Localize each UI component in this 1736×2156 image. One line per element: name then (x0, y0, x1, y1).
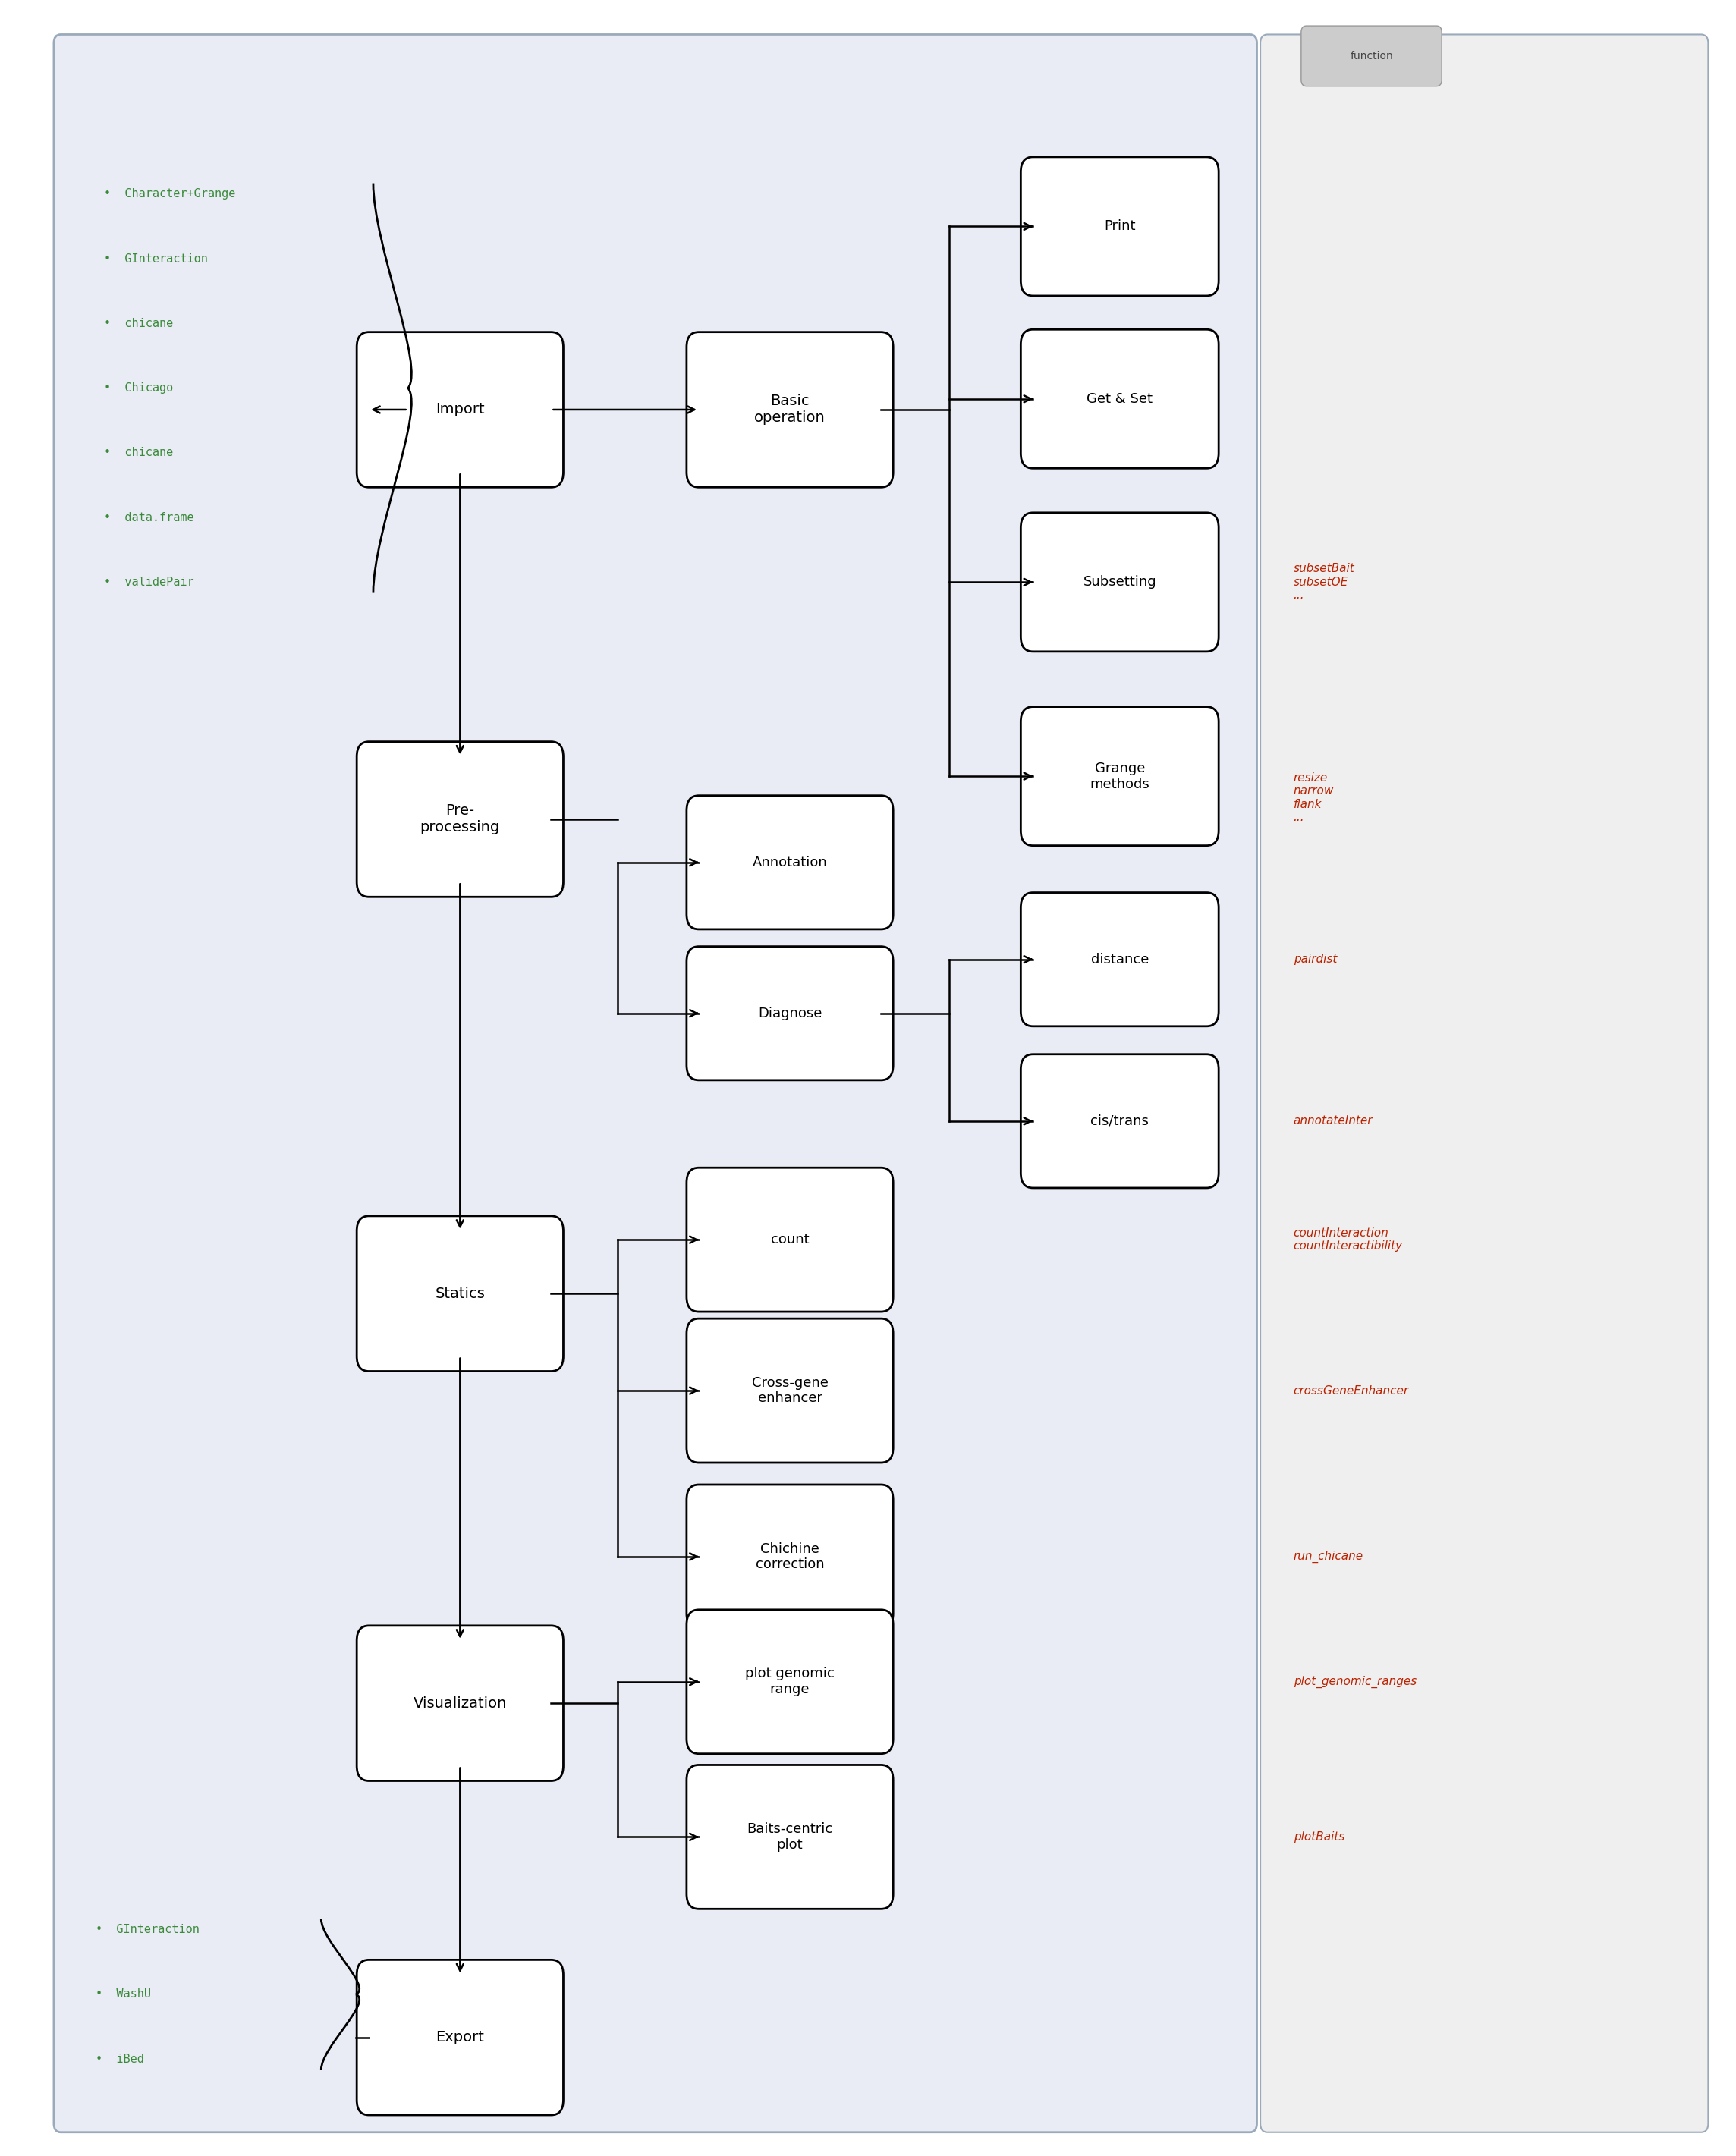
Text: Chichine
correction: Chichine correction (755, 1542, 825, 1572)
FancyBboxPatch shape (687, 1611, 894, 1753)
Text: count: count (771, 1233, 809, 1246)
FancyBboxPatch shape (687, 946, 894, 1080)
Text: plot genomic
range: plot genomic range (745, 1667, 835, 1697)
Text: •  GInteraction: • GInteraction (104, 252, 208, 265)
Text: Visualization: Visualization (413, 1697, 507, 1710)
Text: Cross-gene
enhancer: Cross-gene enhancer (752, 1376, 828, 1406)
FancyBboxPatch shape (687, 1485, 894, 1628)
Text: Grange
methods: Grange methods (1090, 761, 1149, 791)
Text: Pre-
processing: Pre- processing (420, 804, 500, 834)
Text: Diagnose: Diagnose (759, 1007, 821, 1020)
Text: function: function (1351, 52, 1392, 60)
Text: •  data.frame: • data.frame (104, 511, 194, 524)
Text: crossGeneEnhancer: crossGeneEnhancer (1293, 1384, 1408, 1397)
Text: resize
narrow
flank
...: resize narrow flank ... (1293, 772, 1333, 824)
FancyBboxPatch shape (358, 1960, 562, 2115)
Text: Basic
operation: Basic operation (755, 395, 825, 425)
Text: plot_genomic_ranges: plot_genomic_ranges (1293, 1675, 1417, 1688)
FancyBboxPatch shape (358, 1626, 562, 1781)
Text: annotateInter: annotateInter (1293, 1115, 1373, 1128)
Text: countInteraction
countInteractibility: countInteraction countInteractibility (1293, 1227, 1403, 1253)
Text: Get & Set: Get & Set (1087, 392, 1153, 405)
Text: distance: distance (1090, 953, 1149, 966)
Text: run_chicane: run_chicane (1293, 1550, 1363, 1563)
FancyBboxPatch shape (687, 1169, 894, 1311)
FancyBboxPatch shape (1021, 513, 1219, 651)
Text: •  Chicago: • Chicago (104, 382, 174, 395)
Text: Baits-centric
plot: Baits-centric plot (746, 1822, 833, 1852)
Text: pairdist: pairdist (1293, 953, 1337, 966)
FancyBboxPatch shape (687, 332, 894, 487)
FancyBboxPatch shape (687, 1766, 894, 1908)
Text: Annotation: Annotation (752, 856, 828, 869)
Text: Export: Export (436, 2031, 484, 2044)
FancyBboxPatch shape (1021, 1054, 1219, 1188)
Text: •  validePair: • validePair (104, 576, 194, 589)
FancyBboxPatch shape (1021, 330, 1219, 468)
Text: •  chicane: • chicane (104, 446, 174, 459)
FancyBboxPatch shape (54, 34, 1257, 2132)
FancyBboxPatch shape (1021, 893, 1219, 1026)
FancyBboxPatch shape (1021, 707, 1219, 845)
FancyBboxPatch shape (687, 1319, 894, 1462)
FancyBboxPatch shape (358, 1216, 562, 1371)
FancyBboxPatch shape (358, 332, 562, 487)
Text: Subsetting: Subsetting (1083, 576, 1156, 589)
Text: Print: Print (1104, 220, 1135, 233)
Text: Import: Import (436, 403, 484, 416)
Text: •  iBed: • iBed (95, 2053, 144, 2065)
Text: •  chicane: • chicane (104, 317, 174, 330)
FancyBboxPatch shape (358, 742, 562, 897)
Text: •  Character+Grange: • Character+Grange (104, 188, 236, 201)
Text: subsetBait
subsetOE
...: subsetBait subsetOE ... (1293, 563, 1354, 602)
FancyBboxPatch shape (1021, 157, 1219, 295)
Text: •  GInteraction: • GInteraction (95, 1923, 200, 1936)
Text: plotBaits: plotBaits (1293, 1830, 1344, 1843)
FancyBboxPatch shape (1302, 26, 1441, 86)
Text: cis/trans: cis/trans (1090, 1115, 1149, 1128)
FancyBboxPatch shape (687, 796, 894, 929)
Text: •  WashU: • WashU (95, 1988, 151, 2001)
Text: Statics: Statics (436, 1287, 484, 1300)
FancyBboxPatch shape (1260, 34, 1708, 2132)
